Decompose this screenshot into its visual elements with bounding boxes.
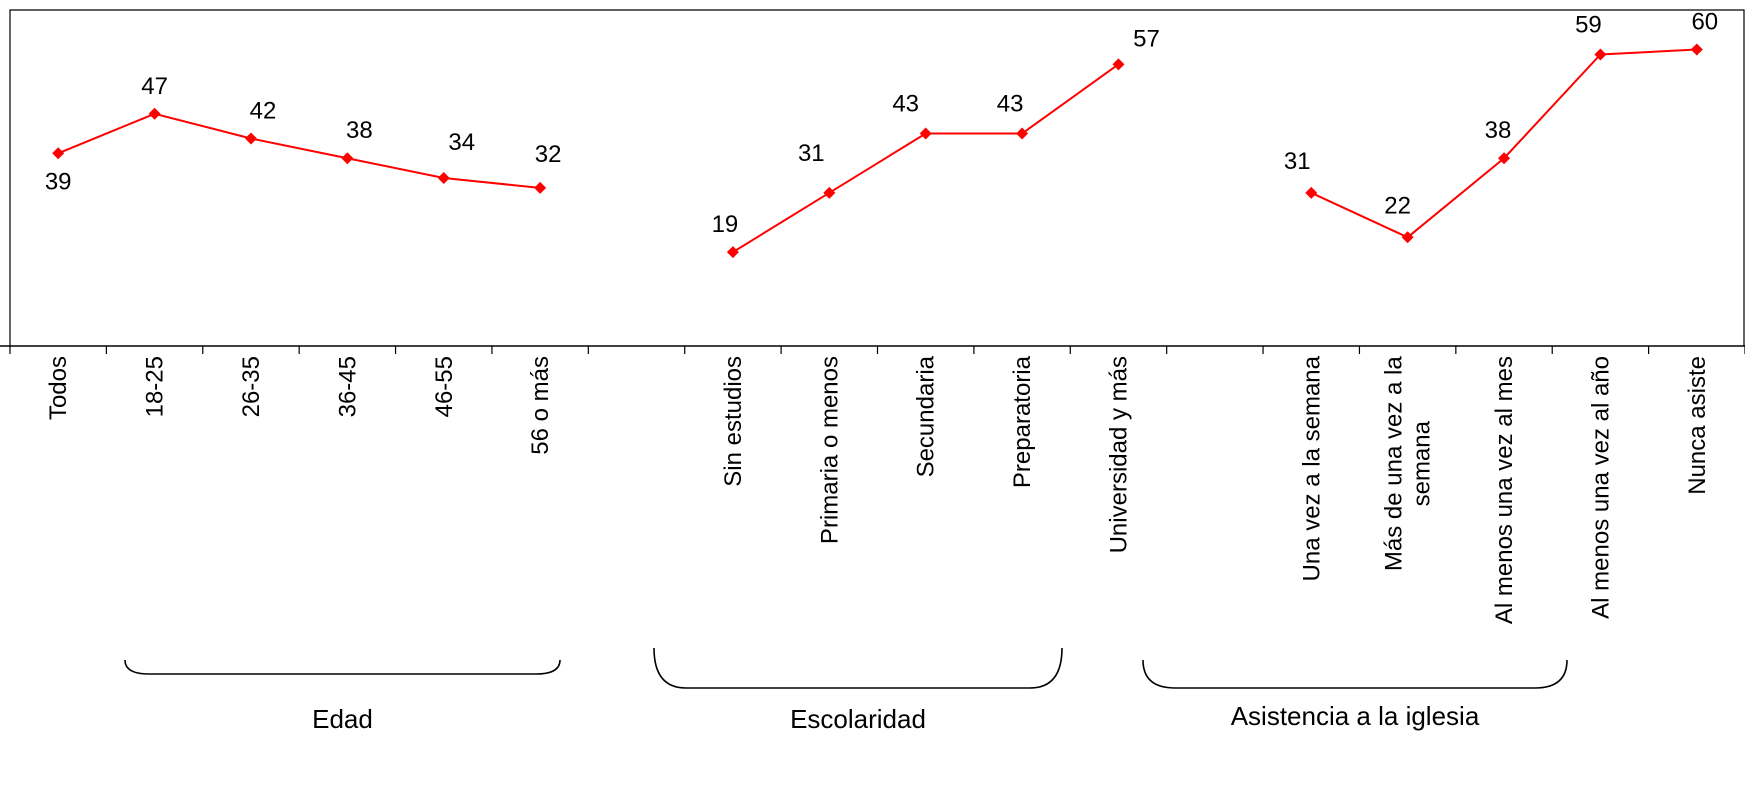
- data-label: 47: [141, 73, 168, 100]
- x-tick-label: Una vez a la semana: [1298, 355, 1325, 581]
- data-point-marker: [437, 172, 450, 184]
- data-label: 32: [535, 141, 562, 168]
- plot-frame: [9, 9, 1745, 346]
- data-label: 39: [45, 168, 72, 195]
- group-label: Edad: [312, 704, 373, 734]
- data-point-marker: [1498, 152, 1511, 165]
- x-tick-label: Primaria o menos: [816, 356, 843, 544]
- group-brace: [653, 647, 1063, 689]
- data-label: 43: [892, 91, 919, 118]
- data-point-marker: [1401, 231, 1414, 244]
- data-point-marker: [534, 181, 547, 194]
- series-line: [732, 63, 1120, 253]
- data-label: 31: [1284, 148, 1311, 175]
- data-label: 42: [250, 97, 277, 124]
- data-label: 31: [798, 140, 825, 167]
- group-label: Escolaridad: [790, 704, 926, 734]
- x-tick-label-line: Más de una vez a la: [1381, 356, 1408, 571]
- group-brace: [124, 659, 561, 675]
- data-point-marker: [1305, 186, 1318, 199]
- data-point-marker: [148, 107, 161, 120]
- x-tick-label: 56 o más: [527, 356, 554, 455]
- data-label: 57: [1133, 25, 1160, 52]
- data-label: 19: [712, 211, 739, 238]
- data-point-marker: [244, 132, 257, 145]
- group-brace: [1142, 659, 1568, 689]
- group-label: Asistencia a la iglesia: [1231, 701, 1480, 731]
- data-label: 22: [1384, 192, 1411, 219]
- x-tick-label: 18-25: [142, 356, 169, 417]
- data-point-marker: [1112, 58, 1125, 71]
- data-point-marker: [1594, 48, 1607, 61]
- x-tick-label: Preparatoria: [1009, 355, 1036, 488]
- data-label: 38: [346, 117, 373, 144]
- x-tick-label: Al menos una vez al mes: [1491, 356, 1518, 624]
- x-tick-label: Todos: [45, 356, 72, 420]
- data-point-marker: [823, 186, 836, 199]
- x-tick-label: Secundaria: [913, 355, 940, 477]
- x-tick-label: 46-55: [431, 356, 458, 417]
- data-label: 59: [1575, 11, 1602, 38]
- x-tick-label: Universidad y más: [1105, 356, 1132, 553]
- data-label: 34: [448, 129, 475, 156]
- data-point-marker: [52, 147, 65, 160]
- x-tick-label: Al menos una vez al año: [1587, 356, 1614, 619]
- x-tick-label: 26-35: [238, 356, 265, 417]
- data-label: 38: [1485, 117, 1512, 144]
- data-label: 43: [997, 91, 1024, 118]
- data-point-marker: [341, 152, 354, 165]
- data-point-marker: [1016, 127, 1029, 140]
- x-tick-label: 36-45: [334, 356, 361, 417]
- series-line: [57, 112, 541, 189]
- x-tick-label: Sin estudios: [720, 356, 747, 487]
- data-label: 60: [1691, 9, 1718, 36]
- x-tick-label: Más de una vez a lasemana: [1381, 356, 1436, 571]
- x-tick-label: Nunca asiste: [1684, 356, 1711, 495]
- data-point-marker: [919, 127, 932, 140]
- x-tick-label-line: semana: [1409, 420, 1436, 506]
- data-point-marker: [1690, 43, 1703, 56]
- data-point-marker: [726, 246, 739, 259]
